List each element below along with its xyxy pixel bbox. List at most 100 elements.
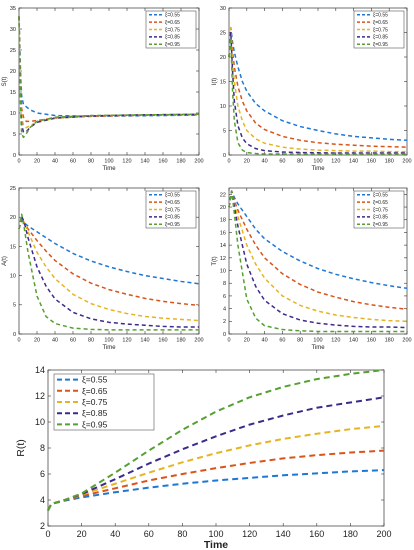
series-line-4 bbox=[228, 190, 407, 333]
chart-4: 0 20 40 60 80 100 120 140 160 180 200 2 4 6 8 10 12 14 Tim… bbox=[15, 365, 392, 550]
x-tick-label: 40 bbox=[262, 159, 268, 165]
x-tick-label: 120 bbox=[242, 529, 257, 539]
y-tick-label: 6 bbox=[40, 469, 45, 479]
x-tick-label: 0 bbox=[227, 338, 230, 344]
y-tick-label: 35 bbox=[10, 6, 16, 12]
legend-entry-2: ξ=0.75 bbox=[82, 397, 108, 407]
legend-entry-2: ξ=0.75 bbox=[165, 207, 180, 213]
y-tick-label: 30 bbox=[10, 27, 16, 33]
x-tick-label: 160 bbox=[367, 159, 376, 165]
series-line-4 bbox=[18, 16, 200, 139]
series-line-0 bbox=[228, 190, 408, 290]
x-tick-label: 40 bbox=[52, 338, 58, 344]
y-tick-label: 25 bbox=[10, 186, 16, 192]
legend-entry-2: ξ=0.75 bbox=[373, 207, 388, 213]
x-tick-label: 140 bbox=[276, 529, 291, 539]
x-axis-label: Time bbox=[102, 166, 116, 172]
y-tick-label: 5 bbox=[223, 128, 226, 134]
y-tick-label: 20 bbox=[10, 215, 16, 221]
y-tick-label: 15 bbox=[10, 90, 16, 96]
legend-entry-3: ξ=0.85 bbox=[373, 35, 388, 41]
x-tick-label: 60 bbox=[279, 159, 285, 165]
x-tick-label: 80 bbox=[88, 159, 94, 165]
y-tick-label: 8 bbox=[40, 443, 45, 453]
x-tick-label: 80 bbox=[297, 159, 303, 165]
x-tick-label: 20 bbox=[77, 529, 87, 539]
x-axis-label: Time bbox=[102, 345, 116, 351]
chart-1: 0 20 40 60 80 100 120 140 160 180 200 0 5 10 15 20 25 30 T… bbox=[212, 6, 412, 172]
legend-entry-1: ξ=0.65 bbox=[165, 200, 180, 206]
x-tick-label: 100 bbox=[104, 338, 113, 344]
y-tick-label: 6 bbox=[223, 294, 226, 300]
y-tick-label: 0 bbox=[223, 153, 226, 159]
y-tick-label: 16 bbox=[220, 230, 226, 236]
x-tick-label: 160 bbox=[158, 338, 167, 344]
y-tick-label: 10 bbox=[10, 274, 16, 280]
x-tick-label: 200 bbox=[402, 338, 411, 344]
x-tick-label: 180 bbox=[385, 338, 394, 344]
legend-entry-3: ξ=0.85 bbox=[82, 408, 108, 418]
x-tick-label: 20 bbox=[244, 159, 250, 165]
x-tick-label: 120 bbox=[122, 338, 131, 344]
x-tick-label: 140 bbox=[349, 338, 358, 344]
x-tick-label: 60 bbox=[279, 338, 285, 344]
x-tick-label: 40 bbox=[110, 529, 120, 539]
y-tick-label: 0 bbox=[13, 332, 16, 338]
x-tick-label: 0 bbox=[17, 159, 20, 165]
legend-entry-4: ξ=0.95 bbox=[82, 419, 108, 429]
y-axis-label: A(t) bbox=[2, 256, 8, 266]
y-tick-label: 0 bbox=[223, 332, 226, 338]
legend-entry-3: ξ=0.85 bbox=[165, 35, 180, 41]
x-tick-label: 40 bbox=[262, 338, 268, 344]
x-tick-label: 60 bbox=[70, 159, 76, 165]
series-line-1 bbox=[228, 26, 408, 148]
x-tick-label: 140 bbox=[140, 159, 149, 165]
x-tick-label: 200 bbox=[194, 338, 203, 344]
y-tick-label: 10 bbox=[35, 417, 45, 427]
x-tick-label: 0 bbox=[17, 338, 20, 344]
y-tick-label: 4 bbox=[40, 495, 45, 505]
y-tick-label: 15 bbox=[220, 79, 226, 85]
y-tick-label: 5 bbox=[13, 303, 16, 309]
y-tick-label: 10 bbox=[10, 111, 16, 117]
y-axis-label: I(t) bbox=[212, 78, 218, 85]
x-tick-label: 200 bbox=[376, 529, 391, 539]
chart-0: 0 20 40 60 80 100 120 140 160 180 200 0 5 10 15 20 25 30 3… bbox=[2, 6, 204, 172]
series-line-2 bbox=[228, 26, 407, 153]
x-tick-label: 100 bbox=[313, 338, 322, 344]
legend-entry-0: ξ=0.55 bbox=[165, 192, 180, 198]
x-tick-label: 160 bbox=[367, 338, 376, 344]
series-line-4 bbox=[228, 36, 407, 155]
x-tick-label: 40 bbox=[52, 159, 58, 165]
x-tick-label: 180 bbox=[343, 529, 358, 539]
x-tick-label: 20 bbox=[34, 338, 40, 344]
y-tick-label: 12 bbox=[35, 391, 45, 401]
x-axis-label: Time bbox=[204, 539, 228, 550]
legend-entry-1: ξ=0.65 bbox=[373, 200, 388, 206]
x-tick-label: 120 bbox=[331, 159, 340, 165]
y-tick-label: 8 bbox=[223, 281, 226, 287]
legend-entry-3: ξ=0.85 bbox=[165, 215, 180, 221]
legend-box bbox=[53, 373, 155, 431]
x-tick-label: 160 bbox=[309, 529, 324, 539]
x-tick-label: 100 bbox=[208, 529, 223, 539]
legend-entry-0: ξ=0.55 bbox=[165, 12, 180, 18]
legend-entry-2: ξ=0.75 bbox=[373, 27, 388, 33]
x-tick-label: 60 bbox=[70, 338, 76, 344]
y-axis-label: S(t) bbox=[2, 77, 8, 87]
series-line-0 bbox=[228, 26, 408, 142]
legend-entry-4: ξ=0.95 bbox=[165, 222, 180, 228]
chart-2: 0 20 40 60 80 100 120 140 160 180 200 0 5 10 15 20 25 Tim… bbox=[2, 186, 204, 351]
y-tick-label: 20 bbox=[220, 205, 226, 211]
x-tick-label: 140 bbox=[140, 338, 149, 344]
series-line-4 bbox=[47, 369, 385, 511]
series-line-3 bbox=[228, 31, 407, 154]
y-tick-label: 18 bbox=[220, 218, 226, 224]
x-tick-label: 200 bbox=[402, 159, 411, 165]
legend-entry-2: ξ=0.75 bbox=[165, 27, 180, 33]
legend-entry-1: ξ=0.65 bbox=[373, 20, 388, 26]
legend-entry-0: ξ=0.55 bbox=[373, 192, 388, 198]
series-line-1 bbox=[18, 217, 200, 307]
x-tick-label: 100 bbox=[313, 159, 322, 165]
x-tick-label: 80 bbox=[297, 338, 303, 344]
